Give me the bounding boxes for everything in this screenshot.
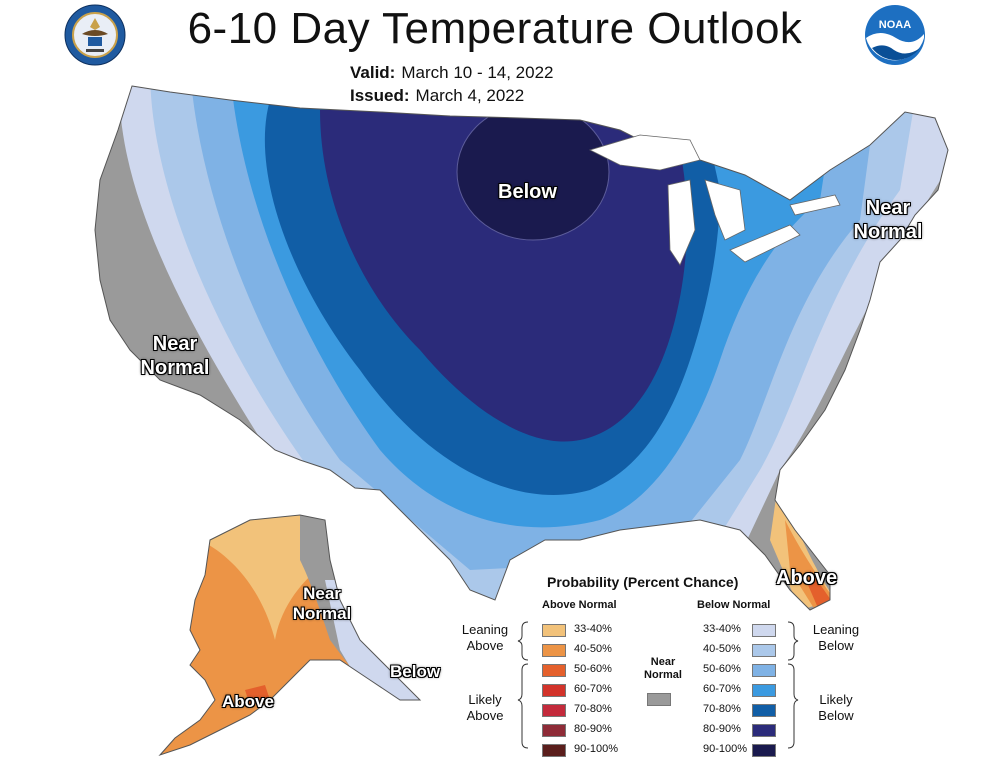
region-above-40-50-fl [785, 520, 835, 610]
region-below-90-100 [456, 103, 610, 241]
label-near-normal-alaska: Near Normal [292, 584, 352, 623]
issued-label: Issued: [350, 86, 410, 105]
legend-above-header: Above Normal [542, 599, 617, 611]
label-below-conus: Below [498, 181, 557, 203]
legend-above-label-4: 70-80% [574, 703, 612, 715]
legend-below-label-0: 33-40% [703, 623, 741, 635]
legend-below-swatch-6 [752, 744, 776, 757]
legend-above-label-5: 80-90% [574, 723, 612, 735]
legend-above-label-6: 90-100% [574, 743, 619, 755]
lake-michigan [667, 179, 696, 266]
legend-below-swatch-0 [752, 624, 776, 637]
lake-erie [729, 224, 801, 263]
legend-above-swatch-2 [542, 664, 566, 677]
conus-outline [94, 85, 949, 611]
legend-leaning-below: Leaning Below [812, 622, 860, 653]
legend-below-label-4: 70-80% [703, 703, 741, 715]
lake-huron [704, 179, 746, 241]
legend-leaning-above: Leaning Above [461, 622, 509, 653]
label-above-florida: Above [776, 567, 838, 589]
ak-region-above-50-60 [245, 685, 270, 705]
legend-above-swatch-5 [542, 724, 566, 737]
legend-near-normal-label: Near Normal [644, 656, 682, 681]
legend-above-swatch-4 [542, 704, 566, 717]
lake-ontario [789, 194, 841, 216]
label-near-normal-west: Near Normal [140, 333, 210, 379]
valid-line: Valid: March 10 - 14, 2022 [350, 63, 554, 83]
legend-below-swatch-3 [752, 684, 776, 697]
legend-above-label-0: 33-40% [574, 623, 612, 635]
label-below-alaska: Below [390, 662, 441, 681]
legend-below-label-6: 90-100% [703, 743, 748, 755]
legend-below-label-2: 50-60% [703, 663, 741, 675]
legend-above-label-3: 60-70% [574, 683, 612, 695]
legend-likely-above: Likely Above [466, 692, 504, 723]
noaa-logo-text: NOAA [879, 19, 911, 31]
legend-below-swatch-4 [752, 704, 776, 717]
legend-below-label-1: 40-50% [703, 643, 741, 655]
legend-above-swatch-0 [542, 624, 566, 637]
legend-below-label-3: 60-70% [703, 683, 741, 695]
noaa-logo-icon: NOAA [865, 5, 925, 65]
legend-below-swatch-1 [752, 644, 776, 657]
region-above-50-60-fl [808, 570, 832, 608]
legend-below-swatch-2 [752, 664, 776, 677]
label-above-alaska: Above [222, 692, 274, 711]
ak-region-above-33-40 [200, 515, 330, 640]
legend-above-swatch-1 [542, 644, 566, 657]
label-near-normal-ne: Near Normal [853, 197, 923, 243]
commerce-seal-icon [64, 4, 126, 66]
page-title: 6-10 Day Temperature Outlook [187, 4, 803, 53]
lake-superior [588, 134, 701, 171]
legend-above-label-2: 50-60% [574, 663, 612, 675]
alaska-outline [158, 514, 422, 757]
issued-value: March 4, 2022 [415, 86, 525, 105]
legend-near-normal-swatch [647, 693, 671, 706]
legend-above-swatch-3 [542, 684, 566, 697]
valid-value: March 10 - 14, 2022 [401, 63, 554, 82]
issued-line: Issued: March 4, 2022 [350, 86, 524, 106]
legend-title: Probability (Percent Chance) [547, 574, 739, 590]
legend-below-header: Below Normal [697, 599, 771, 611]
legend-above-label-1: 40-50% [574, 643, 612, 655]
valid-label: Valid: [350, 63, 396, 82]
legend-likely-below: Likely Below [818, 692, 854, 723]
legend-above-swatch-6 [542, 744, 566, 757]
legend-below-label-5: 80-90% [703, 723, 741, 735]
legend-below-swatch-5 [752, 724, 776, 737]
